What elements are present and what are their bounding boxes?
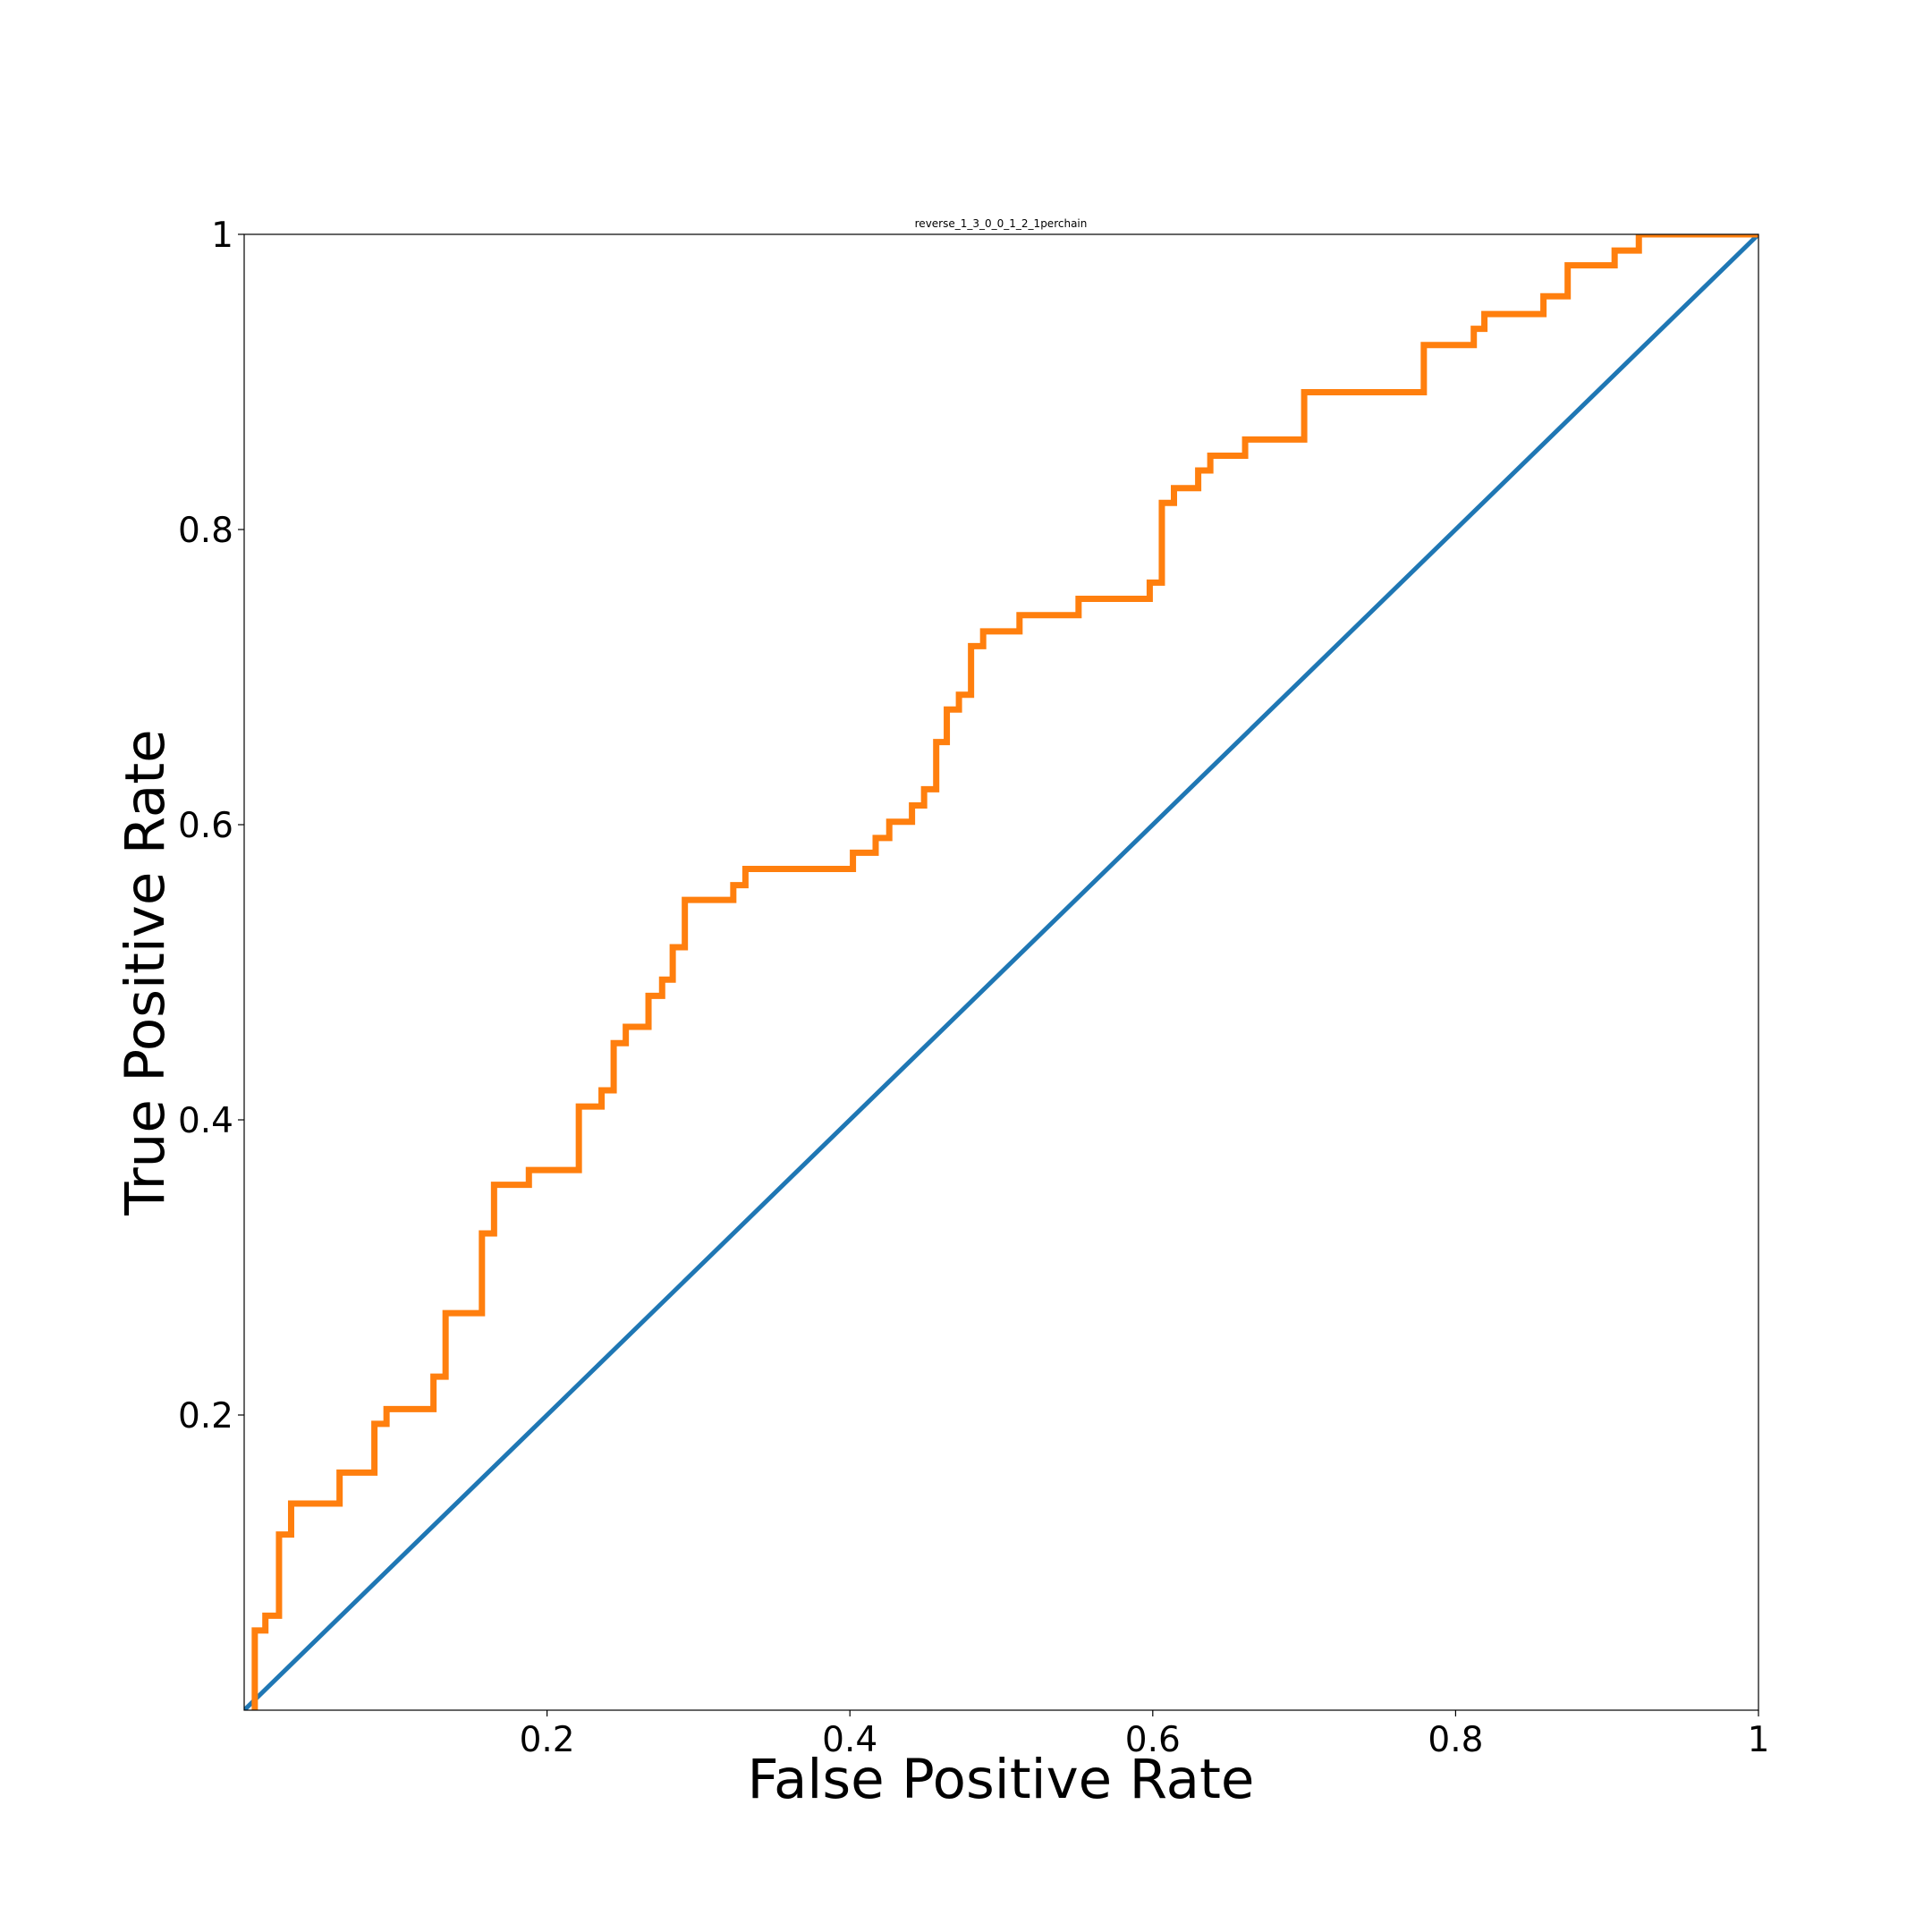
y-tick-label: 1	[211, 216, 233, 256]
x-tick-label: 0.4	[822, 1720, 877, 1760]
x-axis-label: False Positive Rate	[748, 1748, 1255, 1811]
x-tick-label: 0.2	[520, 1720, 575, 1760]
y-tick-label: 0.6	[178, 806, 233, 846]
y-axis-label: True Positive Rate	[114, 729, 177, 1216]
roc-line	[251, 234, 1758, 1710]
roc-line	[244, 234, 1758, 1710]
x-tick-label: 0.6	[1125, 1720, 1181, 1760]
y-tick-label: 0.8	[178, 511, 233, 551]
x-tick-label: 0.8	[1428, 1720, 1483, 1760]
chart-title: reverse_1_3_0_0_1_2_1perchain	[915, 217, 1088, 230]
plot-area	[244, 234, 1758, 1710]
y-tick-label: 0.4	[178, 1101, 233, 1141]
plot-frame	[243, 233, 1759, 1711]
y-tick-label: 0.2	[178, 1396, 233, 1436]
x-tick-label: 1	[1748, 1720, 1770, 1760]
